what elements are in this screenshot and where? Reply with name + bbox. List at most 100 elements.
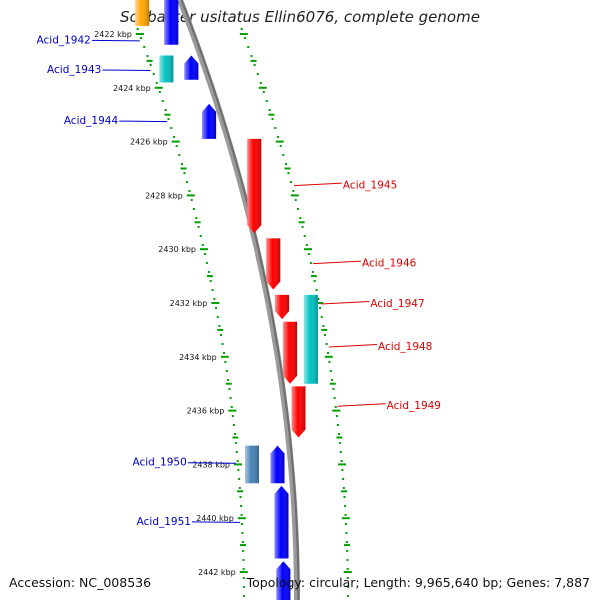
- tick-dot-right: [341, 469, 344, 471]
- gene-label[interactable]: Acid_1949: [387, 400, 441, 412]
- gene-feature-shading-4: [202, 103, 217, 139]
- tick-dot-right: [265, 100, 268, 102]
- major-tick-left: [234, 463, 243, 466]
- tick-dot-right: [307, 253, 310, 255]
- tick-dot-left: [193, 208, 196, 210]
- accession-text: Accession: NC_008536: [9, 575, 152, 590]
- tick-dot-left: [158, 91, 161, 93]
- tick-dot-right: [313, 280, 316, 282]
- tick-dot-left: [235, 451, 238, 453]
- tick-label: 2428 kbp: [145, 191, 183, 200]
- tick-dot-right: [339, 451, 342, 453]
- minor-tick-left: [206, 275, 213, 278]
- tick-dot-left: [225, 370, 228, 372]
- gene-feature-shading-13: [274, 485, 289, 559]
- tick-dot-left: [190, 199, 193, 201]
- major-tick-left: [211, 302, 220, 304]
- tick-dot-right: [340, 460, 343, 462]
- tick-dot-left: [223, 352, 226, 354]
- gene-label[interactable]: Acid_1943: [47, 64, 101, 76]
- tick-dot-right: [346, 577, 349, 579]
- tick-dot-right: [297, 208, 300, 210]
- major-tick-right: [341, 517, 350, 520]
- major-tick-right: [239, 33, 248, 35]
- tick-dot-left: [238, 487, 241, 489]
- major-tick-right: [338, 463, 347, 466]
- tick-label: 2440 kbp: [196, 514, 234, 523]
- tick-dot-right: [344, 505, 347, 507]
- tick-dot-right: [343, 496, 346, 498]
- tick-dot-right: [345, 541, 348, 543]
- tick-dot-left: [242, 577, 245, 579]
- tick-label: 2434 kbp: [179, 353, 217, 362]
- tick-dot-left: [183, 172, 186, 174]
- backbone-line: [177, 0, 300, 600]
- tick-dot-left: [216, 316, 219, 318]
- tick-dot-right: [289, 181, 292, 183]
- gene-label[interactable]: Acid_1947: [370, 298, 424, 310]
- tick-dot-right: [332, 388, 335, 390]
- tick-dot-left: [205, 262, 208, 264]
- tick-dot-right: [333, 397, 336, 399]
- tick-dot-left: [207, 271, 210, 273]
- gene-label[interactable]: Acid_1945: [343, 180, 397, 192]
- major-tick-left: [186, 194, 195, 197]
- tick-dot-right: [294, 199, 297, 201]
- gene-feature-shading-5: [247, 138, 262, 234]
- tick-dot-left: [242, 550, 245, 552]
- tick-dot-left: [233, 433, 236, 435]
- tick-dot-left: [238, 478, 241, 480]
- gene-label[interactable]: Acid_1950: [132, 457, 186, 469]
- tick-dot-right: [311, 271, 314, 273]
- tick-dot-left: [136, 28, 139, 30]
- gene-label[interactable]: Acid_1948: [378, 341, 432, 353]
- major-tick-right: [324, 355, 333, 358]
- tick-dot-left: [185, 181, 188, 183]
- tick-dot-right: [322, 325, 325, 327]
- tick-label: 2426 kbp: [130, 138, 168, 147]
- tick-dot-right: [342, 487, 345, 489]
- minor-tick-right: [321, 328, 328, 331]
- tick-dot-right: [277, 136, 280, 138]
- tick-label: 2432 kbp: [170, 299, 208, 308]
- tick-dot-right: [346, 550, 349, 552]
- gene-label[interactable]: Acid_1946: [362, 258, 417, 270]
- tick-dot-right: [324, 334, 327, 336]
- minor-tick-right: [344, 544, 351, 547]
- tick-dot-right: [336, 424, 339, 426]
- tick-label: 2438 kbp: [192, 460, 230, 469]
- tick-dot-right: [338, 442, 341, 444]
- tick-dot-right: [284, 163, 287, 165]
- tick-dot-left: [139, 37, 142, 39]
- tick-dot-right: [262, 91, 265, 93]
- gene-label-leader: [187, 462, 236, 464]
- tick-dot-right: [259, 82, 262, 84]
- tick-dot-right: [317, 298, 320, 300]
- gene-feature-shading-10: [291, 386, 306, 438]
- tick-dot-right: [345, 532, 348, 534]
- tick-dot-right: [328, 361, 331, 363]
- tick-dot-right: [327, 352, 330, 354]
- gene-features: [135, 0, 318, 600]
- tick-dot-right: [344, 514, 347, 516]
- minor-tick-left: [164, 113, 171, 116]
- scale-ticks: 2422 kbp 2424 kbp 2426 kbp 2428 kbp 2430 kbp…: [94, 28, 352, 597]
- minor-tick-left: [146, 59, 153, 62]
- minor-tick-right: [298, 221, 305, 224]
- gene-label[interactable]: Acid_1944: [64, 115, 119, 127]
- gene-label[interactable]: Acid_1942: [37, 34, 91, 46]
- tick-dot-left: [180, 163, 183, 165]
- tick-dot-right: [334, 406, 337, 408]
- tick-dot-left: [242, 586, 245, 588]
- gene-label[interactable]: Acid_1951: [137, 516, 191, 528]
- gene-labels: Acid_1942 Acid_1943 Acid_1944 Acid_1945 Acid…: [37, 34, 441, 528]
- topology-text: Topology: circular; Length: 9,965,640 bp…: [246, 575, 590, 590]
- tick-dot-left: [155, 82, 158, 84]
- tick-dot-left: [167, 118, 170, 120]
- tick-dot-left: [209, 280, 212, 282]
- tick-dot-right: [282, 154, 285, 156]
- gene-feature-shading-11: [245, 445, 259, 484]
- tick-dot-left: [143, 46, 146, 48]
- tick-dot-left: [237, 469, 240, 471]
